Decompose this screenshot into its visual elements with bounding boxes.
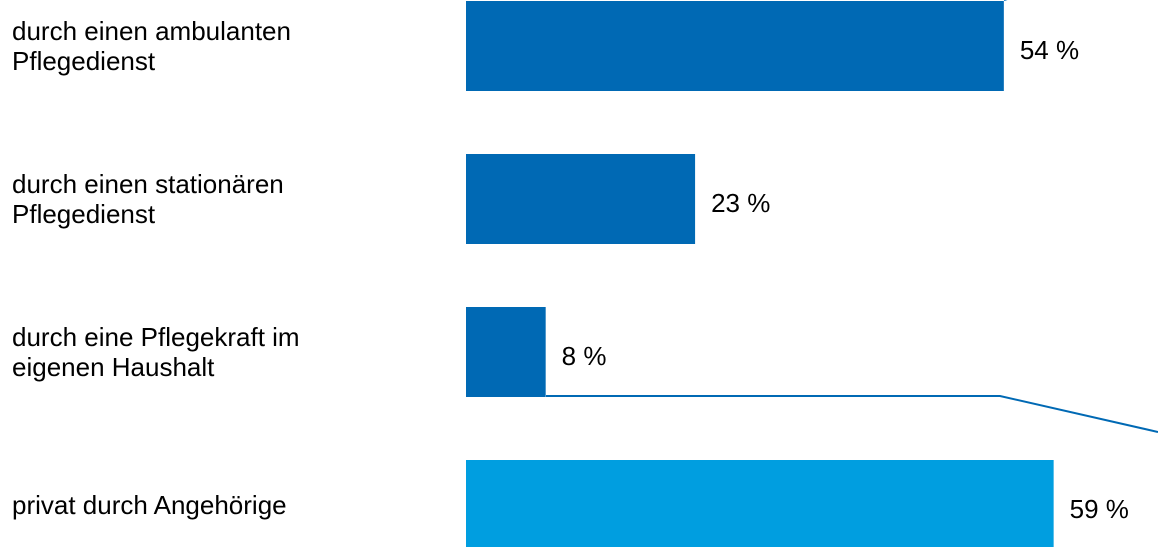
- value-label: 59 %: [1069, 494, 1129, 524]
- bar: [466, 154, 696, 244]
- category-label: durch einen stationären Pflegedienst: [12, 169, 284, 229]
- bar: [466, 460, 1054, 547]
- value-label: 23 %: [711, 188, 771, 218]
- category-label: privat durch Angehörige: [12, 490, 287, 520]
- category-label: durch einen ambulanten Pflegedienst: [12, 16, 291, 76]
- bar: [466, 307, 546, 397]
- value-label: 8 %: [561, 341, 607, 371]
- bracket-line: [546, 395, 1158, 433]
- bar: [466, 1, 1004, 91]
- value-label: 54 %: [1019, 35, 1080, 65]
- category-label: durch eine Pflegekraft im eigenen Hausha…: [12, 322, 300, 382]
